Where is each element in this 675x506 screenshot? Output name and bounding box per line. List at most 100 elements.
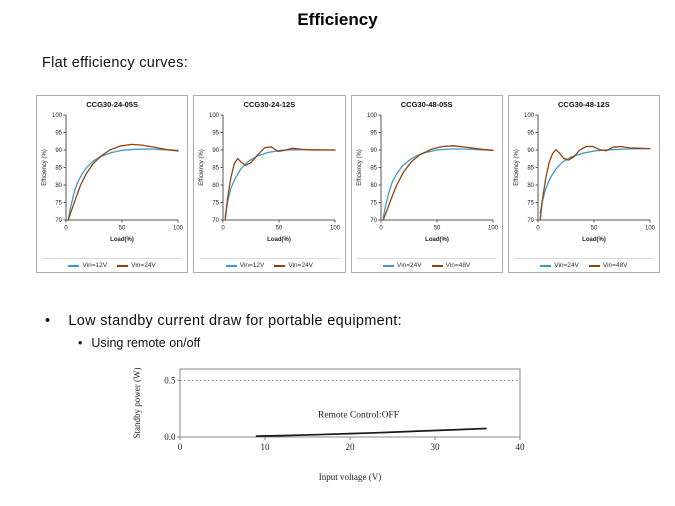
- x-tick-label: 10: [261, 442, 271, 452]
- x-tick-label: 20: [346, 442, 356, 452]
- legend-line-swatch: [274, 264, 286, 267]
- standby-power-chart: 0.0 0.5 0 10 20 30 40 Input voltage (V) Standby …: [128, 363, 528, 490]
- y-tick-label: 80: [527, 183, 534, 189]
- series-line-Vin=24V: [67, 143, 179, 221]
- efficiency-plot: 70 75 80 85 90 95 100 0 50 100 Load(%) Efficiency (…: [42, 113, 184, 243]
- chart-legend: Vin=24V Vin=48V: [513, 258, 654, 272]
- x-tick-label: 0: [64, 226, 68, 232]
- y-tick-label: 95: [527, 131, 534, 137]
- bullet-glyph: •: [78, 336, 83, 350]
- x-tick-label: 100: [173, 226, 184, 232]
- chart-title: CCG30-24-05S: [86, 100, 138, 109]
- x-tick-label: 50: [276, 226, 283, 232]
- chart-legend: Vin=24V Vin=48V: [356, 258, 497, 272]
- subtitle-flat-efficiency: Flat efficiency curves:: [42, 55, 189, 71]
- chart-title: CCG30-24-12S: [243, 100, 296, 109]
- legend-line-swatch: [117, 264, 129, 267]
- series-line-Vin=24V: [539, 147, 651, 214]
- efficiency-plot: 70 75 80 85 90 95 100 0 50 100 Load(%) Efficiency (…: [199, 113, 341, 243]
- bullet-text: Low standby current draw for portable eq…: [68, 313, 402, 329]
- series-line-Vin=24V: [224, 146, 337, 221]
- series-line-Vin=12V: [224, 149, 337, 218]
- legend-label: Vin=48V: [602, 262, 628, 269]
- legend-label: Vin=24V: [131, 262, 156, 269]
- y-tick-label: 85: [213, 166, 220, 172]
- legend-line-swatch: [540, 264, 552, 267]
- x-tick-label: 40: [516, 442, 526, 452]
- bullet-text: Using remote on/off: [91, 336, 201, 350]
- y-tick-label: 85: [527, 166, 534, 172]
- chart-title: CCG30-48-12S: [558, 100, 610, 109]
- page-title: Efficiency: [297, 10, 378, 29]
- x-tick-label: 50: [433, 226, 440, 232]
- y-tick-label: 75: [213, 201, 220, 207]
- y-tick-label: 100: [52, 113, 63, 119]
- y-tick-label: 95: [370, 131, 377, 137]
- chart-card-ccg30-48-12s: CCG30-48-12S 70 75 80 85 90 95 100 0 50 100 Load(%…: [507, 95, 660, 273]
- y-tick-label: 100: [524, 113, 535, 119]
- legend-item: Vin=24V: [540, 262, 579, 269]
- y-axis-title: Efficiency (%): [357, 149, 363, 186]
- y-tick-label: 90: [370, 148, 377, 154]
- x-axis-title: Load(%): [110, 237, 134, 243]
- x-tick-label: 0: [379, 226, 383, 232]
- y-tick-label: 70: [370, 218, 377, 224]
- y-axis-title: Efficiency (%): [514, 149, 520, 186]
- standby-plot: 0.0 0.5 0 10 20 30 40 Input voltage (V) Standby …: [132, 368, 526, 482]
- legend-item: Vin=48V: [431, 262, 471, 269]
- y-tick-label: 75: [55, 201, 62, 207]
- y-tick-label: 90: [213, 148, 220, 154]
- x-tick-label: 0: [178, 442, 183, 452]
- y-tick-label: 80: [370, 183, 377, 189]
- y-tick-label: 90: [527, 148, 534, 154]
- chart-title: CCG30-48-05S: [400, 100, 453, 109]
- series-line-Vin=24V: [382, 148, 494, 219]
- efficiency-plot: 70 75 80 85 90 95 100 0 50 100 Load(%) Efficiency (…: [357, 113, 499, 243]
- legend-line-swatch: [431, 264, 443, 267]
- legend-label: Vin=24V: [288, 262, 314, 269]
- legend-label: Vin=48V: [445, 262, 471, 269]
- bullet-low-standby: • Low standby current draw for portable …: [45, 313, 402, 329]
- bullet-glyph: •: [45, 313, 51, 329]
- x-tick-label: 50: [591, 226, 598, 232]
- chart-legend: Vin=12V Vin=24V: [42, 258, 183, 272]
- legend-line-swatch: [225, 264, 237, 267]
- y-tick-label: 75: [527, 201, 534, 207]
- y-tick-label: 95: [213, 131, 220, 137]
- series-line-standby-power: [255, 427, 487, 437]
- chart-card-ccg30-24-12s: CCG30-24-12S 70 75 80 85 90 95 100 0 50 100 Load(%…: [193, 95, 346, 273]
- x-tick-label: 50: [119, 226, 126, 232]
- legend-label: Vin=12V: [82, 262, 108, 269]
- y-tick-label: 80: [213, 183, 220, 189]
- legend-item: Vin=24V: [274, 262, 313, 269]
- legend-item: Vin=12V: [68, 262, 107, 269]
- series-line-Vin=48V: [539, 145, 651, 221]
- legend-item: Vin=12V: [225, 262, 265, 269]
- legend-line-swatch: [588, 264, 600, 267]
- efficiency-plot: 70 75 80 85 90 95 100 0 50 100 Load(%) Efficiency (…: [514, 113, 656, 243]
- efficiency-charts-row: CCG30-24-05S 70 75 80 85 90 95 100 0 50 100 Load(%…: [36, 95, 660, 273]
- x-tick-label: 100: [330, 226, 341, 232]
- y-tick-label: 100: [209, 113, 220, 119]
- series-line-Vin=12V: [67, 148, 179, 221]
- x-tick-label: 100: [645, 226, 656, 232]
- annotation-remote-control-off: Remote Control:OFF: [318, 411, 399, 421]
- series-line-Vin=48V: [382, 145, 494, 221]
- x-axis-title: Load(%): [582, 237, 606, 243]
- legend-label: Vin=12V: [239, 262, 265, 269]
- y-tick-label: 70: [527, 218, 534, 224]
- x-tick-label: 30: [431, 442, 441, 452]
- legend-line-swatch: [68, 264, 80, 267]
- chart-card-ccg30-24-05s: CCG30-24-05S 70 75 80 85 90 95 100 0 50 100 Load(%…: [36, 95, 189, 273]
- bullet-remote-onoff: • Using remote on/off: [78, 336, 200, 350]
- y-tick-label: 70: [55, 218, 62, 224]
- legend-item: Vin=24V: [117, 262, 156, 269]
- y-tick-label: 0.0: [164, 432, 176, 442]
- chart-legend: Vin=12V Vin=24V: [199, 258, 340, 272]
- y-axis-title: Efficiency (%): [199, 149, 205, 186]
- legend-label: Vin=24V: [554, 262, 579, 269]
- plot-border: [179, 368, 521, 438]
- chart-card-ccg30-48-05s: CCG30-48-05S 70 75 80 85 90 95 100 0 50 100 Load(%…: [350, 95, 503, 273]
- x-axis-title: Load(%): [425, 237, 449, 243]
